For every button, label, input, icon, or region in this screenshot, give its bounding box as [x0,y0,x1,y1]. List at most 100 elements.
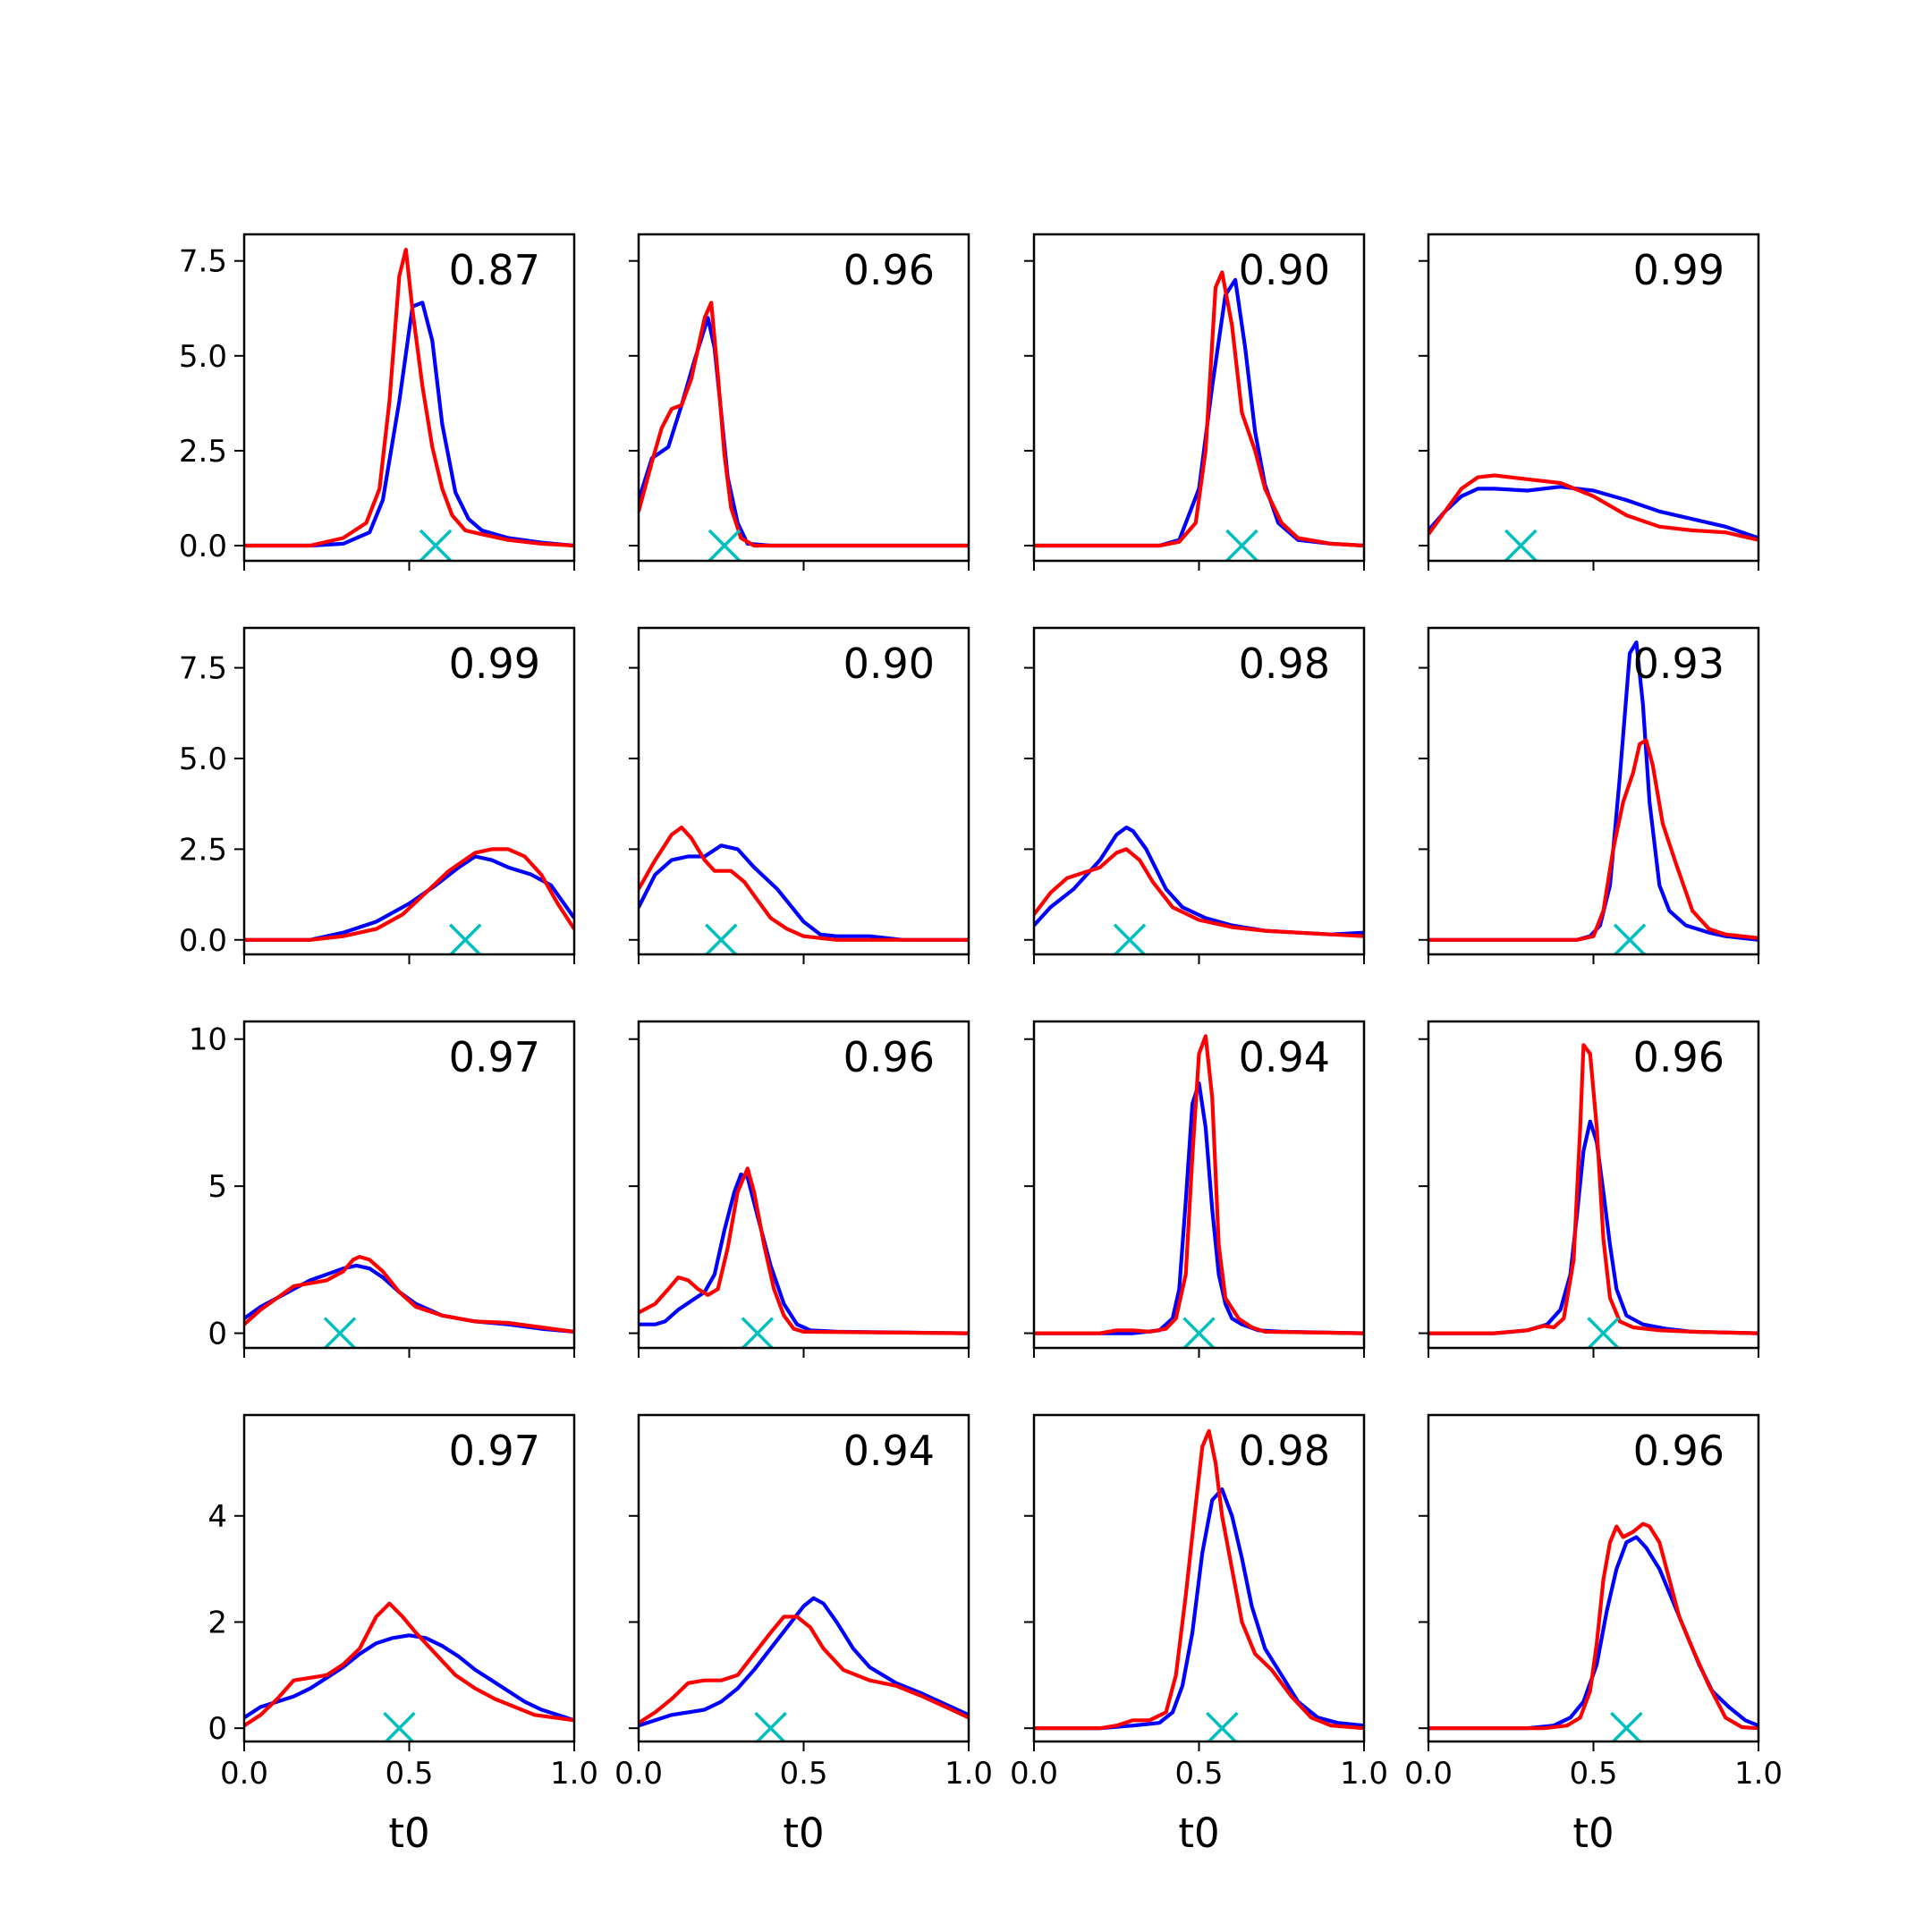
score-annotation: 0.93 [1633,640,1724,688]
x-tick-label: 1.0 [550,1756,598,1792]
red-density-line [639,1614,969,1724]
true-value-marker [419,529,453,561]
plot-area [1428,640,1758,954]
x-tick-label: 1.0 [945,1756,993,1792]
subplot-r2-c2: 0.90 [629,626,970,964]
axes-frame [637,1020,970,1350]
y-tick-label: 0 [208,1711,227,1747]
axes-frame [1032,626,1366,956]
x-tick-label: 1.0 [1340,1756,1388,1792]
red-density-line [1034,847,1364,938]
subplot-r1-c1: 0.0 2.5 5.0 7.5 0.87 [179,233,576,571]
y-tick-label: 5 [208,1169,227,1205]
subplot-r1-c4: 0.99 [1419,233,1760,571]
red-density-line [1034,1428,1364,1731]
plot-area [639,1166,969,1348]
true-value-marker [1206,1711,1239,1741]
plot-area [1034,1428,1364,1741]
red-density-line [244,247,574,548]
subplot-r2-c4: 0.93 [1419,626,1760,964]
axes-frame [242,1413,576,1743]
red-density-line [244,847,574,942]
red-density-line [1428,1521,1758,1731]
subplot-r4-c2: 0.0 0.5 1.0 t0 0.94 [614,1413,993,1857]
plot-area [639,826,969,954]
true-value-marker [741,1317,775,1348]
axes-frame [242,233,576,563]
subplot-r2-c1: 0.0 2.5 5.0 7.5 0.99 [179,626,576,964]
score-annotation: 0.90 [1239,246,1330,294]
score-annotation: 0.87 [449,246,540,294]
y-tick-label: 0.0 [179,923,227,959]
subplot-r4-c3: 0.0 0.5 1.0 t0 0.98 [1010,1413,1388,1857]
true-value-marker [323,1317,357,1348]
y-tick-label: 2 [208,1605,227,1640]
blue-density-line [244,301,574,548]
x-tick-label: 0.0 [1404,1756,1453,1792]
true-value-marker [1613,923,1647,954]
axes-frame [637,1413,970,1743]
axes-frame [1427,1020,1760,1350]
blue-density-line [639,843,969,942]
blue-density-line [244,1633,574,1723]
score-annotation: 0.99 [1633,246,1724,294]
axes-frame [1427,626,1760,956]
true-value-marker [1610,1711,1643,1741]
axes-frame [242,1020,576,1350]
y-tick-label: 2.5 [179,832,227,868]
axes-frame [1032,1020,1366,1350]
x-tick-label: 0.5 [1174,1756,1223,1792]
subplot-r4-c1: 0 2 4 0.0 0.5 1.0 t0 0.97 [208,1413,598,1857]
axes-frame [1032,1413,1366,1743]
red-density-line [244,1601,574,1727]
true-value-marker [1587,1317,1620,1348]
plot-area [639,301,969,561]
axes-frame [637,233,970,563]
x-axis-label: t0 [783,1809,824,1857]
plot-area [244,1601,574,1741]
red-density-line [639,826,969,942]
score-annotation: 0.96 [843,1033,935,1081]
red-density-line [1428,738,1758,942]
plot-area [244,247,574,561]
subplot-r1-c3: 0.90 [1024,233,1366,571]
y-tick-label: 7.5 [179,651,227,687]
score-annotation: 0.90 [843,640,935,688]
true-value-marker [383,1711,416,1741]
true-value-marker [708,529,741,561]
score-annotation: 0.94 [843,1427,935,1475]
x-tick-label: 0.0 [220,1756,268,1792]
blue-density-line [639,1172,969,1335]
score-annotation: 0.94 [1239,1033,1330,1081]
subplot-r1-c2: 0.96 [629,233,970,571]
axes-frame [637,626,970,956]
blue-density-line [244,854,574,942]
red-density-line [1428,473,1758,542]
y-tick-label: 2.5 [179,434,227,470]
true-value-marker [705,923,738,954]
axes-frame [1427,233,1760,563]
y-tick-label: 0 [208,1317,227,1352]
score-annotation: 0.97 [449,1033,540,1081]
axes-frame [1427,1413,1760,1743]
score-annotation: 0.96 [1633,1033,1724,1081]
true-value-marker [754,1711,787,1741]
subplot-r3-c1: 0 5 10 0.97 [189,1020,576,1358]
true-value-marker [448,923,482,954]
y-tick-label: 0.0 [179,529,227,564]
y-tick-label: 10 [189,1022,227,1058]
red-density-line [244,1255,574,1334]
plot-area [1034,270,1364,561]
red-density-line [1428,1043,1758,1335]
true-value-marker [1113,923,1147,954]
axes-frame [242,626,576,956]
true-value-marker [1504,529,1538,561]
plot-area [1428,1043,1758,1348]
x-tick-label: 0.5 [1569,1756,1617,1792]
y-tick-label: 4 [208,1499,227,1535]
true-value-marker [1225,529,1258,561]
score-annotation: 0.98 [1239,1427,1330,1475]
plot-area [1428,1521,1758,1741]
subplot-r3-c2: 0.96 [629,1020,970,1358]
